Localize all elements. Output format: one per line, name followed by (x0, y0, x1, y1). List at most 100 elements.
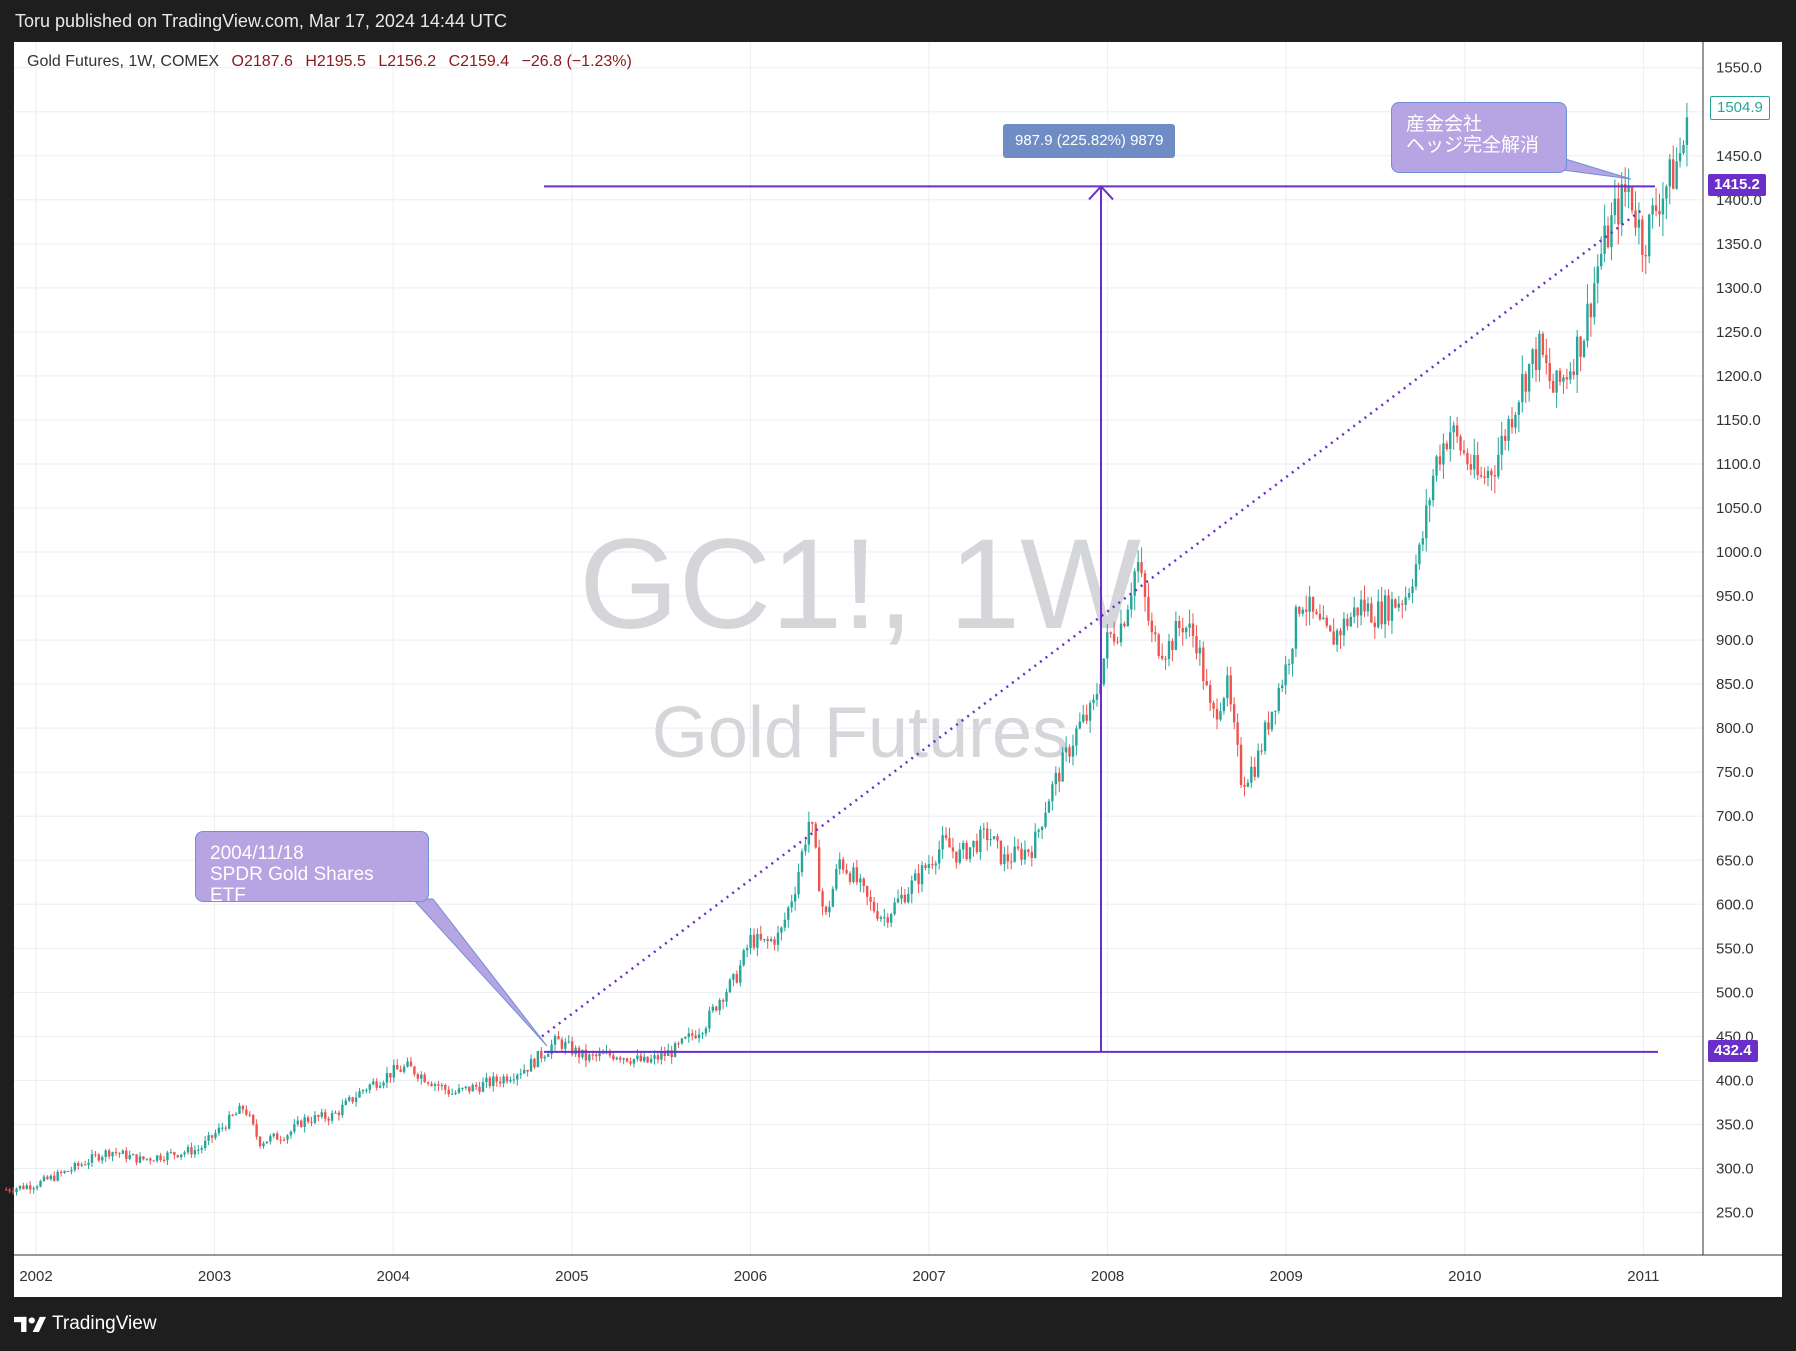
candle-body (344, 1100, 348, 1105)
price-axis[interactable]: 250.0300.0350.0400.0450.0500.0550.0600.0… (1702, 42, 1782, 1255)
candle-body (375, 1081, 378, 1088)
candle-body (203, 1140, 207, 1148)
candle-body (1119, 623, 1123, 643)
candle-body (588, 1054, 591, 1061)
candle-body (1366, 603, 1370, 612)
candle-body (649, 1058, 653, 1063)
candle-body (406, 1061, 409, 1067)
price-tick-label: 1200.0 (1716, 368, 1762, 385)
candle-body (889, 914, 893, 923)
candle-body (118, 1152, 121, 1154)
candle-body (1493, 475, 1497, 477)
price-range-label[interactable]: 987.9 (225.82%) 9879 (1003, 124, 1176, 158)
candle-body (474, 1084, 478, 1087)
candle-body (1404, 597, 1407, 605)
candle-body (142, 1156, 145, 1160)
candle-body (557, 1036, 560, 1040)
candle-body (183, 1152, 186, 1155)
price-tick-label: 400.0 (1716, 1072, 1754, 1089)
candle-body (745, 948, 749, 951)
candle-body (1411, 586, 1414, 594)
watermark: GC1!, 1W Gold Futures (579, 513, 1141, 773)
candle-body (1438, 456, 1442, 465)
candle-body (553, 1036, 557, 1045)
candle-body (1534, 349, 1538, 370)
candle-body (1661, 198, 1665, 215)
candle-body (845, 869, 848, 874)
etf-callout-text: SPDR Gold Shares ETF (210, 864, 374, 906)
candle-body (11, 1191, 15, 1193)
candle-body (269, 1136, 272, 1142)
candle-body (979, 829, 982, 853)
candle-body (1236, 722, 1239, 745)
candle-body (838, 859, 841, 870)
candle-body (1085, 714, 1088, 721)
drawings[interactable] (411, 157, 1658, 1053)
candle-body (437, 1084, 440, 1086)
candle-body (1027, 849, 1030, 853)
candle-body (883, 917, 886, 919)
candle-body (680, 1038, 684, 1044)
candle-body (279, 1139, 282, 1141)
candle-body (471, 1084, 474, 1092)
hedge-callout[interactable]: 産金会社 ヘッジ完全解消 (1391, 102, 1567, 173)
candle-body (179, 1154, 183, 1158)
candle-body (426, 1082, 430, 1084)
candle-body (876, 911, 879, 919)
candle-body (619, 1057, 622, 1060)
candle-body (447, 1089, 450, 1095)
candle-body (787, 907, 790, 920)
candle-body (1068, 747, 1071, 757)
price-tick-label: 1300.0 (1716, 280, 1762, 297)
candle-body (999, 840, 1003, 865)
candle-body (1421, 538, 1425, 545)
candle-body (138, 1156, 142, 1163)
candle-body (488, 1077, 492, 1087)
candle-body (389, 1073, 392, 1078)
candle-body (152, 1160, 155, 1162)
candle-body (1274, 710, 1277, 712)
candle-body (361, 1090, 365, 1092)
candle-body (1486, 470, 1490, 478)
symbol-legend: Gold Futures, 1W, COMEX O2187.6 H2195.5 … (27, 53, 632, 71)
candle-body (1418, 544, 1421, 565)
candle-body (1332, 631, 1335, 645)
candle-body (402, 1066, 406, 1072)
tradingview-logo-icon (14, 1316, 46, 1332)
candle-body (656, 1055, 660, 1060)
candle-body (1572, 371, 1575, 375)
etf-callout[interactable]: 2004/11/18 SPDR Gold Shares ETF (195, 831, 429, 906)
chart-frame[interactable] (14, 42, 1782, 1297)
candle-body (348, 1097, 351, 1101)
candle-body (485, 1077, 488, 1083)
candle-body (423, 1074, 426, 1083)
candle-body (910, 880, 913, 894)
time-axis[interactable]: 2002 2003 2004 2005 2006 2007 2008 2009 2010 2011 (14, 1254, 1782, 1285)
candle-body (66, 1171, 70, 1173)
candle-body (1061, 752, 1064, 782)
tradingview-logo[interactable]: TradingView (14, 1311, 157, 1337)
candle-body (193, 1149, 197, 1155)
candle-body (190, 1147, 193, 1155)
candle-body (1678, 153, 1682, 162)
candle-body (1023, 849, 1027, 860)
candle-body (1390, 599, 1394, 621)
candle-body (663, 1052, 666, 1056)
candle-body (1287, 663, 1291, 665)
candle-body (1517, 402, 1521, 415)
candle-body (1449, 432, 1452, 450)
price-tick-label: 600.0 (1716, 896, 1754, 913)
candle-body (87, 1162, 90, 1165)
candle-body (584, 1049, 588, 1061)
candle-body (1222, 698, 1226, 712)
candle-body (1675, 161, 1678, 189)
candle-body (241, 1105, 245, 1110)
candle-body (859, 878, 862, 883)
candle-body (1229, 675, 1232, 705)
candle-body (430, 1083, 433, 1086)
candle-body (77, 1163, 80, 1166)
candle-body (691, 1033, 694, 1036)
candle-body (828, 906, 831, 913)
candle-body (1003, 854, 1006, 865)
